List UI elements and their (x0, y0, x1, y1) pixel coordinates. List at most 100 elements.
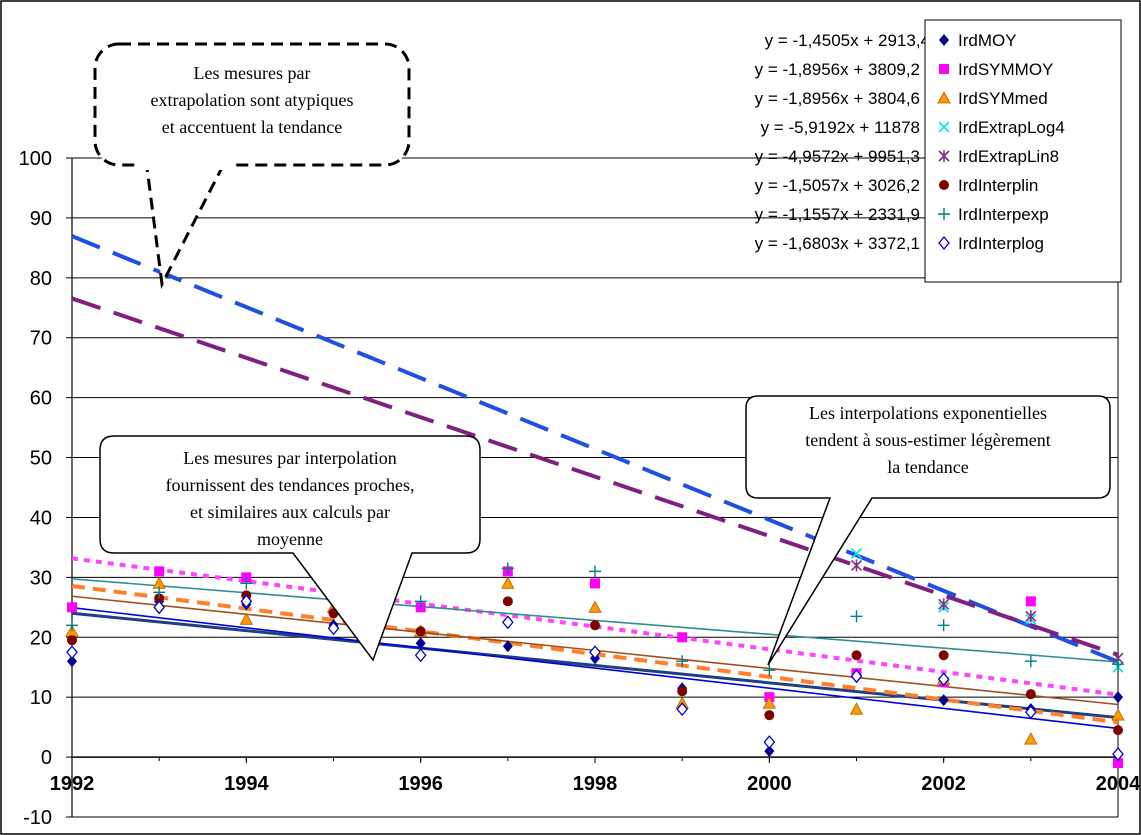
point-irdinterplog (589, 645, 601, 660)
y-tick-label: 50 (30, 448, 52, 470)
callout-exponential-line-2: tendent à sous-estimer légèrement (805, 430, 1050, 450)
point-irdinterpexp (1024, 655, 1037, 668)
point-irdinterplin (502, 596, 513, 607)
callout-interpolation-line-2: fournissent des tendances proches, (166, 475, 415, 495)
point-irdmoy (67, 655, 77, 668)
trendline-irdextraplog4 (71, 234, 1119, 664)
point-irdinterplin (1025, 689, 1036, 700)
equation-irdextraplin8: y = -4,9572x + 9951,3 (755, 147, 920, 166)
point-irdinterpexp (937, 619, 950, 632)
point-irdsymmed (588, 600, 602, 613)
y-tick-label: 40 (30, 507, 52, 529)
point-irdinterpexp (763, 664, 776, 677)
x-tick-label: 2002 (921, 773, 966, 795)
point-irdinterpexp (153, 586, 166, 599)
legend-marker-irdsymmed (937, 91, 951, 104)
x-tick-label: 1992 (50, 773, 95, 795)
x-tick-label: 2000 (747, 773, 792, 795)
x-tick-label: 1994 (224, 773, 269, 795)
legend-label-irdextraplin8: IrdExtrapLin8 (958, 147, 1059, 166)
callout-interpolation-line-1: Les mesures par interpolation (183, 448, 396, 468)
y-tick-label: 90 (30, 208, 52, 230)
y-tick-label: 60 (30, 388, 52, 410)
point-irdinterplog (676, 702, 689, 717)
point-irdmoy (415, 637, 426, 650)
point-irdinterpexp (850, 610, 863, 623)
point-irdinterplin (851, 650, 862, 661)
callout-extrapolation-box (93, 42, 411, 167)
equation-irdsymmoy: y = -1,8956x + 3809,2 (755, 60, 920, 79)
legend: IrdMOY IrdSYMMOY IrdSYMmed IrdExtrapLog4… (924, 19, 1122, 283)
callout-interpolation-line-4: moyenne (257, 529, 323, 549)
point-irdinterpexp (501, 562, 514, 575)
point-irdmoy (1113, 691, 1123, 704)
point-irdsymmed (1024, 732, 1038, 745)
callout-extrapolation: Les mesures par extrapolation sont atypi… (93, 42, 411, 289)
x-tick-label: 1996 (398, 773, 443, 795)
point-irdinterpexp (1112, 658, 1124, 671)
point-irdsymmoy (154, 566, 165, 577)
y-tick-label: 20 (30, 627, 52, 649)
legend-label-irdinterplin: IrdInterplin (958, 176, 1038, 195)
legend-label-irdsymmed: IrdSYMmed (958, 89, 1048, 108)
equation-irdsymmed: y = -1,8956x + 3804,6 (755, 89, 920, 108)
point-irdinterpexp (240, 577, 253, 590)
point-irdinterplin (1113, 725, 1123, 736)
point-irdextraplin8 (1025, 610, 1037, 623)
callout-interpolation-shape (99, 435, 481, 662)
y-tick-label: 100 (19, 148, 52, 170)
legend-label-irdmoy: IrdMOY (958, 31, 1017, 50)
callout-exponential: Les interpolations exponentielles tenden… (745, 395, 1111, 666)
point-irdinterplin (590, 620, 600, 631)
callout-exponential-line-1: Les interpolations exponentielles (809, 403, 1047, 423)
legend-box (924, 19, 1122, 283)
legend-label-irdsymmoy: IrdSYMMOY (958, 60, 1053, 79)
y-axis: -10 0 10 20 30 40 50 60 70 80 90 100 (19, 148, 1119, 829)
equation-irdinterpexp: y = -1,1557x + 2331,9 (755, 205, 920, 224)
x-tick-label: 2004 (1096, 773, 1141, 795)
point-irdsymmed (762, 696, 777, 709)
point-irdsymmed (849, 702, 864, 715)
point-irdinterplog (66, 645, 78, 660)
legend-marker-irdextraplin8 (938, 150, 950, 162)
y-tick-label: 0 (41, 747, 52, 769)
point-irdsymmoy (677, 632, 688, 643)
legend-label-irdextraplog4: IrdExtrapLog4 (958, 118, 1065, 137)
point-irdmoy (502, 640, 513, 653)
equation-irdmoy: y = -1,4505x + 2913,4 (765, 31, 930, 50)
equation-irdinterplin: y = -1,5057x + 3026,2 (755, 176, 920, 195)
point-irdinterpexp (66, 619, 78, 632)
point-irdinterplog (327, 621, 340, 636)
x-tick-label: 1998 (573, 773, 618, 795)
legend-marker-irdsymmoy (939, 64, 949, 74)
y-tick-label: 10 (30, 687, 52, 709)
callout-exponential-line-3: la tendance (887, 457, 968, 477)
trendline-irdextraplin8 (71, 296, 1119, 657)
legend-marker-irdinterplin (939, 180, 949, 190)
y-tick-label: 70 (30, 328, 52, 350)
point-irdinterpexp (589, 565, 601, 578)
point-irdsymmoy (1113, 758, 1123, 769)
legend-marker-irdextraplog4 (938, 121, 950, 133)
point-irdinterplog (501, 615, 514, 630)
point-irdinterplog (937, 672, 950, 687)
point-irdsymmoy (590, 578, 600, 589)
point-irdsymmoy (1025, 596, 1036, 607)
point-irdinterpexp (414, 595, 427, 608)
trendline-irdsymmoy (71, 556, 1119, 697)
equation-irdextraplog4: y = -5,9192x + 11878 (761, 118, 920, 137)
legend-marker-irdinterplog (938, 235, 950, 251)
y-tick-label: -10 (23, 807, 52, 829)
callout-extrapolation-line-3: et accentuent la tendance (162, 117, 342, 137)
legend-marker-irdmoy (939, 34, 949, 46)
callout-exponential-shape (745, 395, 1111, 666)
point-irdinterplog (763, 735, 776, 750)
legend-label-irdinterpexp: IrdInterpexp (958, 205, 1049, 224)
point-irdinterplin (938, 650, 949, 661)
point-irdmoy (938, 694, 949, 707)
point-irdsymmed (501, 576, 515, 589)
trendline-irdinterplog (71, 606, 1119, 730)
point-irdinterplog (1112, 747, 1124, 762)
